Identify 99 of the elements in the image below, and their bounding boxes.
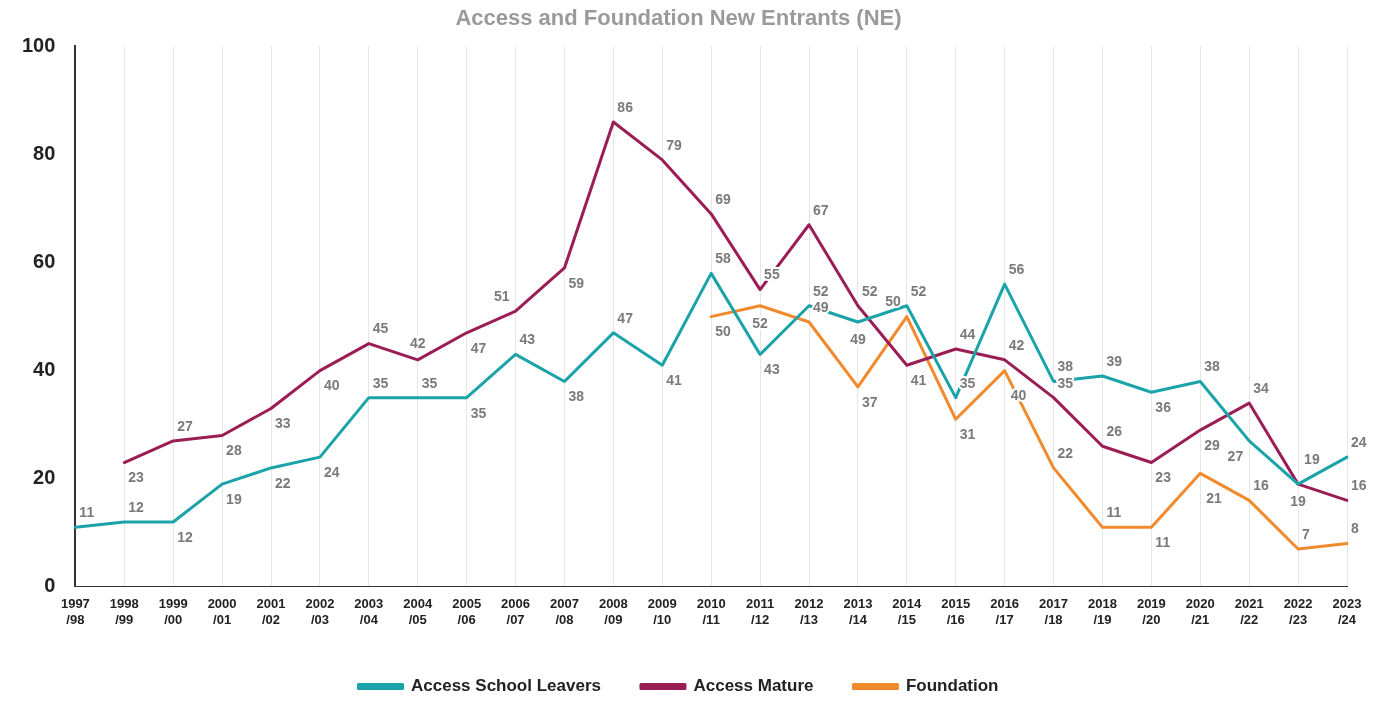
x-tick-label: 2019/20 [1136, 596, 1166, 627]
data-label: 38 [568, 388, 585, 405]
data-label: 22 [275, 474, 291, 491]
data-label: 22 [1057, 444, 1074, 461]
data-label: 47 [617, 309, 634, 326]
x-tick-label: 2021/22 [1234, 596, 1264, 627]
data-label: 42 [1008, 336, 1025, 353]
x-tick-label: 2018/19 [1087, 596, 1117, 627]
y-tick-label: 20 [33, 466, 56, 489]
data-label: 28 [226, 442, 242, 459]
data-label: 8 [1351, 520, 1359, 537]
y-tick-label: 60 [33, 250, 56, 273]
data-label: 19 [1290, 492, 1307, 509]
x-tick-label: 2008/09 [598, 596, 628, 627]
data-label: 37 [861, 393, 878, 410]
data-label: 50 [885, 293, 902, 310]
x-tick-label: 2022/23 [1283, 596, 1313, 627]
data-label: 29 [1204, 436, 1221, 453]
data-label: 11 [79, 504, 95, 521]
x-tick-label: 2016/17 [990, 596, 1020, 627]
y-tick-label: 40 [33, 358, 56, 381]
data-label: 12 [128, 498, 145, 515]
data-label: 26 [1106, 423, 1123, 440]
chart-title: Access and Foundation New Entrants (NE) [455, 5, 902, 31]
data-label: 49 [850, 330, 866, 347]
x-tick-label: 2014/15 [892, 596, 923, 627]
data-label: 11 [1155, 534, 1171, 551]
data-label: 44 [959, 325, 976, 342]
data-label: 56 [1008, 261, 1025, 278]
data-label: 41 [666, 372, 683, 389]
y-tick-label: 0 [44, 574, 56, 597]
data-label: 19 [226, 490, 242, 507]
x-tick-label: 2013/14 [843, 596, 873, 627]
data-label: 35 [372, 374, 389, 391]
data-label: 7 [1302, 525, 1311, 542]
data-label: 23 [128, 469, 145, 486]
data-label: 45 [372, 320, 389, 337]
x-tick-label: 2020/21 [1185, 596, 1215, 627]
data-label: 23 [1155, 469, 1172, 486]
data-label: 38 [1204, 358, 1221, 375]
data-label: 16 [1253, 477, 1269, 494]
data-label: 33 [275, 415, 291, 432]
x-tick-label: 1997/98 [60, 596, 90, 627]
data-label: 41 [910, 372, 927, 389]
data-label: 52 [861, 282, 878, 299]
data-label: 40 [323, 377, 340, 394]
data-label: 47 [470, 339, 487, 356]
data-label: 27 [177, 417, 193, 434]
data-label: 52 [752, 314, 769, 331]
data-label: 16 [1351, 477, 1367, 494]
data-label: 21 [1206, 490, 1223, 507]
data-label: 12 [177, 528, 193, 545]
x-tick-label: 2017/18 [1039, 596, 1069, 627]
data-label: 38 [1057, 358, 1074, 375]
data-label: 24 [1351, 433, 1367, 450]
data-label: 31 [959, 426, 976, 443]
x-tick-label: 2003/04 [354, 596, 384, 627]
x-tick-label: 1999/00 [158, 596, 188, 627]
data-label: 43 [519, 331, 536, 348]
data-label: 39 [1106, 352, 1123, 369]
data-label: 35 [421, 374, 438, 391]
x-tick-label: 2012/13 [794, 596, 824, 627]
data-label: 86 [617, 98, 634, 115]
legend-label: Access Mature [693, 676, 814, 696]
x-tick-label: 2000/01 [207, 596, 237, 627]
x-tick-label: 2001/02 [256, 596, 286, 627]
data-label: 67 [813, 201, 829, 218]
data-label: 52 [910, 282, 927, 299]
data-label: 43 [764, 361, 780, 378]
x-tick-label: 2006/07 [501, 596, 531, 627]
legend-label: Foundation [905, 676, 999, 696]
x-tick-label: 2010/11 [696, 596, 726, 627]
legend-label: Access School Leavers [411, 676, 601, 696]
y-tick-label: 100 [21, 33, 56, 56]
x-tick-label: 2007/08 [550, 596, 579, 627]
data-label: 69 [715, 190, 731, 207]
data-label: 42 [409, 334, 426, 351]
x-tick-label: 2009/10 [647, 596, 677, 627]
x-tick-label: 2023/24 [1332, 596, 1362, 627]
data-label: 27 [1227, 447, 1244, 464]
data-label: 34 [1253, 379, 1269, 396]
data-label: 36 [1155, 399, 1172, 416]
data-label: 52 [813, 282, 829, 299]
data-label: 19 [1304, 450, 1320, 467]
data-label: 51 [493, 288, 510, 305]
x-tick-label: 2015/16 [941, 596, 971, 627]
x-tick-label: 2011/12 [745, 596, 775, 627]
data-label: 35 [470, 404, 487, 421]
data-label: 59 [568, 274, 585, 291]
data-label: 79 [666, 136, 683, 153]
x-tick-label: 2002/03 [305, 596, 335, 627]
x-tick-label: 2005/06 [452, 596, 482, 627]
data-label: 11 [1106, 504, 1122, 521]
data-label: 24 [323, 463, 340, 480]
data-label: 58 [715, 250, 731, 267]
y-tick-label: 80 [33, 142, 56, 164]
x-tick-label: 1998/99 [109, 596, 139, 627]
data-label: 50 [715, 323, 731, 340]
x-tick-label: 2004/05 [403, 596, 433, 627]
